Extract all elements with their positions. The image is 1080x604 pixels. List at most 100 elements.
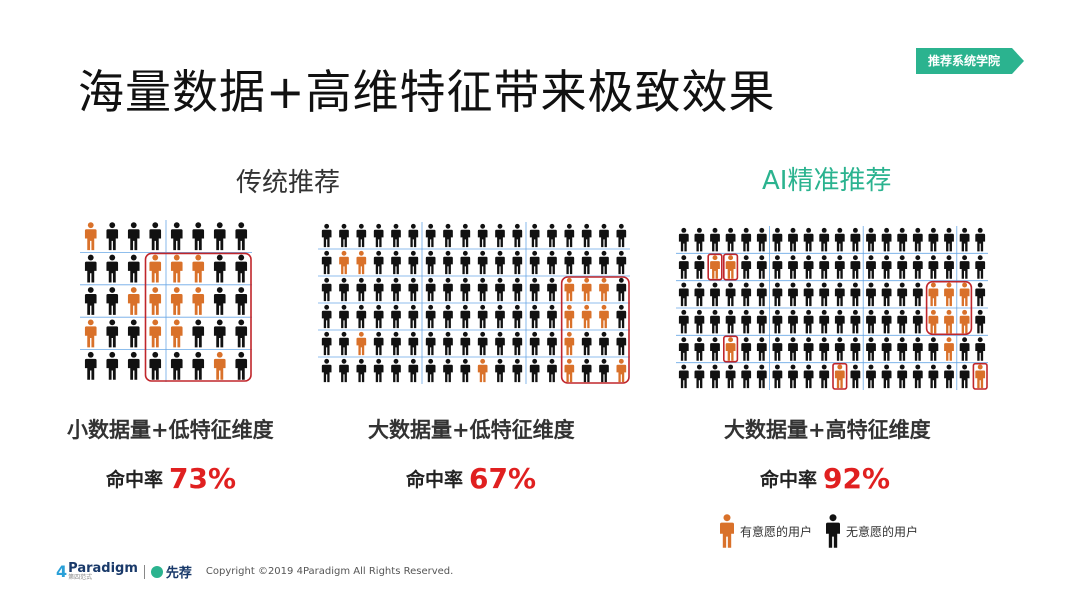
person-body (944, 370, 954, 389)
person-uninterested (616, 304, 627, 329)
person-body (710, 233, 720, 252)
person-uninterested (944, 255, 954, 279)
person-head (410, 223, 416, 229)
person-body (616, 310, 627, 329)
person-head (532, 223, 538, 229)
person-head (837, 227, 843, 233)
person-body (616, 364, 627, 383)
person-head (759, 227, 765, 233)
person-head (884, 227, 890, 233)
person-uninterested (564, 223, 575, 248)
person-uninterested (788, 227, 798, 252)
person-uninterested (581, 358, 592, 383)
person-head (899, 227, 905, 233)
person-body (772, 343, 783, 361)
person-interested (356, 331, 367, 356)
person-uninterested (694, 337, 705, 361)
person-body (170, 326, 183, 348)
person-body (866, 261, 876, 279)
highlight-frame (972, 362, 988, 390)
person-interested (616, 358, 627, 383)
person-body (425, 256, 436, 275)
person-body (127, 294, 140, 315)
person-uninterested (866, 227, 876, 252)
person-body (106, 358, 119, 380)
person-body (959, 343, 970, 361)
person-uninterested (192, 222, 205, 251)
person-head (584, 223, 590, 229)
person-head (358, 331, 364, 337)
person-head (915, 309, 921, 315)
person-body (834, 261, 845, 279)
person-head (376, 331, 382, 337)
person-body (529, 256, 540, 275)
person-head (712, 337, 718, 343)
crowd-panel-bigdata (318, 222, 630, 384)
person-uninterested (443, 277, 453, 302)
person-head (532, 331, 538, 337)
person-uninterested (425, 223, 436, 248)
person-head (324, 304, 330, 310)
person-interested (192, 254, 205, 283)
person-body (170, 294, 183, 315)
person-body (339, 283, 349, 302)
highlight-frame (707, 253, 723, 281)
person-head (87, 351, 94, 358)
person-body (495, 310, 505, 329)
person-head (837, 337, 843, 343)
person-head (87, 254, 94, 261)
person-uninterested (235, 254, 248, 283)
person-uninterested (741, 337, 752, 361)
person-head (977, 282, 983, 288)
person-uninterested (803, 255, 814, 279)
person-head (962, 309, 968, 315)
person-uninterested (235, 319, 248, 348)
person-body (616, 256, 627, 275)
person-body (881, 315, 892, 334)
person-interested (564, 358, 575, 383)
person-head (601, 277, 607, 283)
person-head (341, 331, 347, 337)
person-body (834, 370, 845, 389)
person-body (912, 315, 923, 334)
person-body (460, 229, 471, 248)
person-uninterested (819, 337, 830, 361)
person-head (884, 364, 890, 370)
person-uninterested (512, 250, 523, 275)
person-head (681, 227, 687, 233)
person-body (213, 229, 226, 251)
person-body (170, 261, 183, 283)
person-uninterested (356, 358, 367, 383)
person-uninterested (460, 250, 471, 275)
rate-bigdata: 命中率 67% (406, 462, 536, 495)
person-head (152, 222, 159, 229)
person-head (806, 364, 812, 370)
person-uninterested (975, 309, 986, 334)
person-head (743, 337, 749, 343)
person-body (391, 364, 401, 383)
person-uninterested (616, 250, 627, 275)
person-head (462, 223, 468, 229)
person-body (495, 256, 505, 275)
person-uninterested (710, 309, 720, 334)
person-uninterested (599, 331, 609, 356)
person-uninterested (881, 337, 892, 361)
person-head (393, 277, 399, 283)
person-body (944, 288, 954, 307)
person-uninterested (694, 255, 705, 279)
person-body (425, 364, 436, 383)
person-uninterested (710, 227, 720, 252)
person-body (192, 261, 205, 283)
person-body (881, 233, 892, 252)
person-head (790, 309, 796, 315)
person-interested (84, 222, 97, 251)
person-head (618, 223, 624, 229)
person-head (109, 254, 116, 261)
person-head (759, 309, 765, 315)
person-body (694, 315, 705, 334)
person-uninterested (866, 309, 876, 334)
person-uninterested (425, 358, 436, 383)
person-body (834, 233, 845, 252)
person-uninterested (772, 255, 783, 279)
person-uninterested (725, 227, 736, 252)
